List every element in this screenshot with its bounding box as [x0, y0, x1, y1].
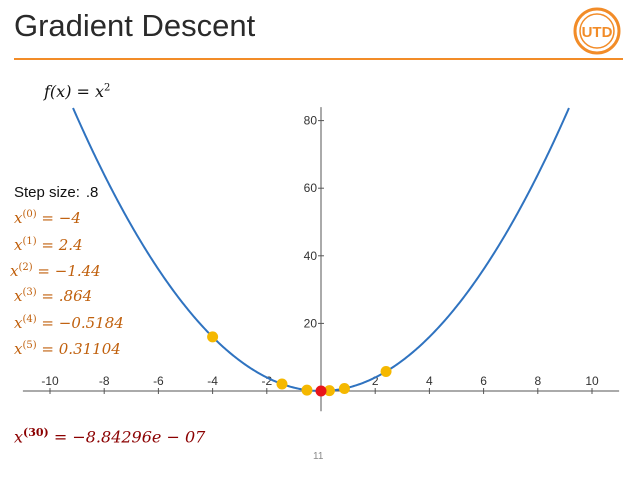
y-tick-label: 80	[304, 114, 318, 128]
iteration-4: x(4) = −0.5184	[14, 314, 124, 332]
x-tick-label: 2	[372, 374, 379, 388]
iteration-2: x(2) = −1.44	[10, 262, 101, 280]
x-tick-label: -6	[153, 374, 164, 388]
y-tick-label: 40	[304, 249, 318, 263]
page-number: 11	[313, 451, 324, 462]
step-size-value: .8	[85, 184, 99, 201]
iteration-point	[323, 385, 335, 397]
iteration-point	[301, 384, 313, 396]
slide-title: Gradient Descent	[14, 8, 256, 43]
x-tick-label: 8	[534, 374, 541, 388]
iteration-point	[380, 366, 392, 378]
logo-text: UTD	[582, 24, 613, 41]
iteration-point	[338, 382, 350, 394]
step-size: Step size: .8	[14, 184, 98, 201]
step-size-label: Step size:	[14, 184, 80, 201]
y-tick-label: 60	[304, 181, 318, 195]
x-tick-label: -8	[99, 374, 110, 388]
x-tick-label: -4	[207, 374, 218, 388]
iteration-5: x(5) = 0.31104	[14, 340, 121, 358]
final-iteration: x(30) = −8.84296e − 07	[14, 426, 206, 447]
iteration-0: x(0) = −4	[14, 209, 81, 227]
y-tick-label: 20	[304, 316, 318, 330]
iteration-point	[315, 385, 327, 397]
x-tick-label: -10	[41, 374, 59, 388]
utd-logo: UTD	[573, 7, 621, 55]
function-label: f(x) = x2	[44, 82, 111, 101]
iteration-1: x(1) = 2.4	[14, 236, 83, 254]
x-tick-label: 6	[480, 374, 487, 388]
iteration-3: x(3) = .864	[14, 287, 93, 305]
iteration-point	[207, 331, 219, 343]
x-tick-label: 4	[426, 374, 433, 388]
x-tick-label: 10	[585, 374, 599, 388]
title-divider	[14, 58, 623, 60]
x-tick-label: -2	[261, 374, 272, 388]
iteration-point	[276, 378, 288, 390]
